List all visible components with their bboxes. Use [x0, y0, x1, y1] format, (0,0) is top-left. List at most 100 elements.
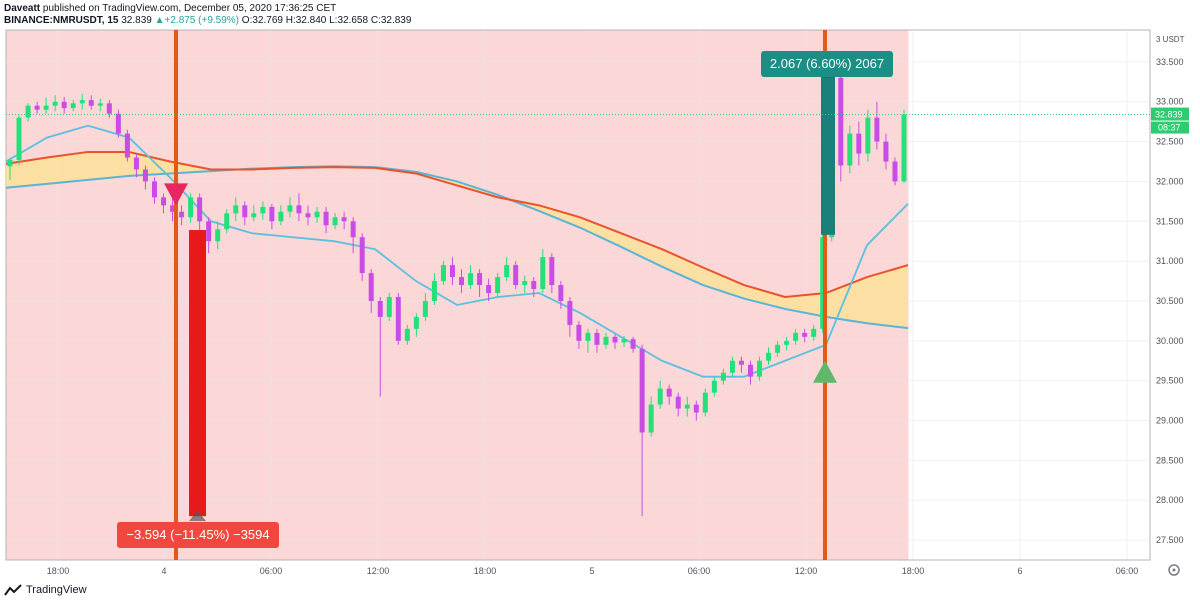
low-value: L:32.658	[329, 15, 369, 26]
last-price-tag-text: 32.839	[1155, 110, 1183, 120]
candle-body	[720, 372, 726, 381]
price-change: +2.875 (+9.59%)	[164, 15, 240, 26]
candle-body	[576, 324, 582, 341]
y-tick-label: 31.500	[1156, 216, 1184, 226]
x-tick-label: 6	[1017, 566, 1022, 576]
y-tick-label: 29.000	[1156, 416, 1184, 426]
y-tick-label: 28.500	[1156, 455, 1184, 465]
candle-body	[459, 277, 465, 286]
y-tick-label: 31.000	[1156, 256, 1184, 266]
y-unit-label: 3 USDT	[1156, 35, 1185, 44]
candle-body	[522, 281, 528, 286]
candle-body	[901, 114, 907, 182]
candle-body	[142, 169, 148, 182]
short-exit-marker-icon	[189, 510, 206, 522]
candle-body	[630, 339, 636, 349]
short-label-text: −3.594 (−11.45%) −3594	[126, 527, 269, 542]
candle-body	[865, 117, 871, 154]
candle-body	[847, 133, 853, 166]
y-tick-label: 30.500	[1156, 296, 1184, 306]
candle-body	[648, 404, 654, 433]
candle-body	[495, 277, 501, 294]
candle-body	[603, 336, 609, 345]
candle-body	[323, 211, 329, 226]
candle-body	[161, 197, 167, 206]
long-label-text: 2.067 (6.60%) 2067	[770, 56, 884, 71]
candle-body	[233, 205, 239, 214]
candle-body	[549, 257, 555, 286]
y-tick-label: 33.500	[1156, 57, 1184, 67]
countdown-tag-text: 08:37	[1158, 123, 1181, 133]
candle-body	[504, 265, 510, 278]
candle-body	[558, 285, 564, 301]
candle-body	[133, 157, 139, 170]
buy-signal-triangle-icon	[813, 360, 837, 383]
candle-body	[242, 205, 248, 218]
candle-body	[585, 332, 591, 341]
x-tick-label: 06:00	[260, 566, 283, 576]
candle-body	[197, 197, 203, 222]
ema-slow-red-line	[5, 150, 909, 299]
candle-body	[61, 101, 67, 109]
candle-body	[70, 103, 76, 109]
close-value: C:32.839	[370, 15, 412, 26]
candle-body	[377, 300, 383, 317]
candle-body	[747, 364, 753, 377]
last-price: 32.839	[121, 15, 152, 26]
high-value: H:32.840	[285, 15, 327, 26]
chart-header: Daveatt published on TradingView.com, De…	[4, 3, 411, 27]
candle-body	[206, 221, 212, 242]
x-tick-label: 12:00	[367, 566, 390, 576]
candle-body	[468, 273, 474, 286]
candle-body	[305, 213, 311, 218]
x-tick-label: 12:00	[795, 566, 818, 576]
y-tick-label: 33.000	[1156, 97, 1184, 107]
brand-label: TradingView	[26, 584, 87, 596]
candle-body	[594, 332, 600, 345]
y-tick-label: 27.500	[1156, 535, 1184, 545]
change-arrow-icon: ▲	[154, 15, 165, 26]
y-tick-label: 29.500	[1156, 376, 1184, 386]
x-tick-label: 06:00	[688, 566, 711, 576]
candle-body	[115, 113, 121, 134]
candle-body	[540, 257, 546, 290]
candle-body	[359, 237, 365, 274]
candle-body	[431, 281, 437, 301]
candle-body	[52, 101, 58, 106]
candle-body	[793, 332, 799, 341]
candle-body	[513, 265, 519, 286]
candle-body	[711, 380, 717, 393]
candle-body	[215, 229, 221, 242]
candle-body	[79, 100, 85, 104]
author-name: Daveatt	[4, 3, 41, 14]
candle-body	[287, 205, 293, 212]
candle-body	[440, 265, 446, 282]
tradingview-logo-icon	[4, 584, 22, 596]
candle-body	[314, 211, 320, 218]
gear-ring	[1168, 564, 1180, 576]
y-tick-label: 28.000	[1156, 495, 1184, 505]
short-trade-label: −3.594 (−11.45%) −3594	[117, 522, 279, 548]
candle-body	[43, 105, 49, 110]
candle-body	[296, 205, 302, 214]
y-tick-label: 32.000	[1156, 176, 1184, 186]
last-price-tag	[1151, 107, 1189, 121]
candle-body	[34, 105, 40, 110]
open-value: O:32.769	[241, 15, 283, 26]
candle-body	[477, 273, 483, 286]
candle-body	[531, 281, 537, 290]
ohlc-line: BINANCE:NMRUSDT, 15 32.839 ▲+2.875 (+9.5…	[4, 15, 411, 27]
candle-body	[621, 339, 627, 343]
candle-body	[251, 213, 257, 218]
candle-body	[395, 296, 401, 341]
candle-body	[368, 273, 374, 301]
candle-body	[702, 392, 708, 413]
candle-body	[775, 344, 781, 353]
candle-body	[811, 328, 817, 337]
candle-body	[278, 211, 284, 222]
ema-slow-blue-line	[5, 165, 909, 330]
ema-cloud	[6, 151, 908, 329]
long-label-box	[761, 51, 893, 77]
x-tick-label: 18:00	[474, 566, 497, 576]
